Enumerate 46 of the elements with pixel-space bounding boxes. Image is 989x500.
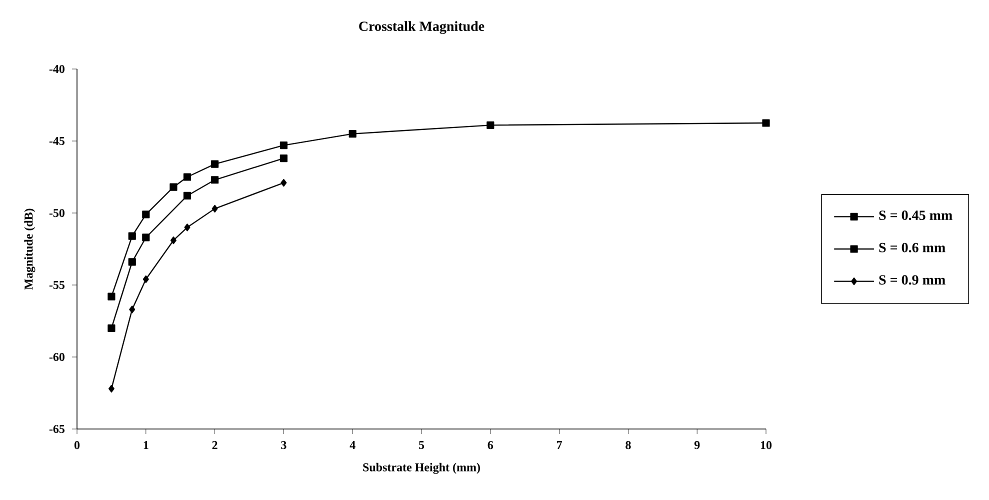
x-tick-label: 10 <box>760 441 772 450</box>
point <box>348 130 356 138</box>
x-axis-title: Substrate Height (mm) <box>363 462 480 474</box>
point <box>170 236 176 244</box>
point <box>183 192 192 200</box>
point <box>211 176 219 184</box>
x-tick-label: 3 <box>281 441 286 450</box>
x-tick-label: 1 <box>144 441 148 449</box>
legend-label: S = 0.45 mm <box>879 210 952 220</box>
point <box>108 292 116 300</box>
legend-label: S = 0.6 mm <box>879 242 946 252</box>
y-tick-label: -55 <box>49 281 64 289</box>
y-tick-label: -40 <box>49 64 64 74</box>
x-tick-label: 7 <box>556 441 562 449</box>
point <box>108 324 116 332</box>
point <box>762 119 770 127</box>
point <box>486 121 494 129</box>
point <box>183 173 192 181</box>
point <box>128 232 136 240</box>
point <box>170 183 178 191</box>
point <box>280 142 288 150</box>
y-tick-label: -60 <box>49 352 64 362</box>
x-tick-label: 2 <box>212 441 218 450</box>
point <box>212 204 218 212</box>
point <box>128 258 136 266</box>
point <box>280 178 287 187</box>
point <box>142 275 149 284</box>
point <box>142 210 150 218</box>
y-tick-label: -50 <box>49 208 64 218</box>
point <box>280 154 288 162</box>
point <box>211 160 219 168</box>
y-axis-title: Magnitude (dB) <box>24 208 36 290</box>
chart-title: Crosstalk Magnitude <box>359 21 484 34</box>
y-tick-label: -65 <box>49 424 64 434</box>
point <box>129 306 136 314</box>
x-tick-label: 5 <box>418 441 424 450</box>
legend-label: S = 0.9 mm <box>879 275 946 285</box>
x-tick-label: 9 <box>694 441 700 450</box>
point <box>142 234 150 242</box>
x-tick-label: 8 <box>626 441 631 450</box>
x-tick-label: 6 <box>488 441 494 450</box>
x-tick-label: 4 <box>350 441 356 449</box>
x-tick-label: 0 <box>74 441 80 450</box>
point <box>184 224 190 232</box>
y-tick-label: -45 <box>49 136 64 146</box>
point <box>108 384 114 392</box>
